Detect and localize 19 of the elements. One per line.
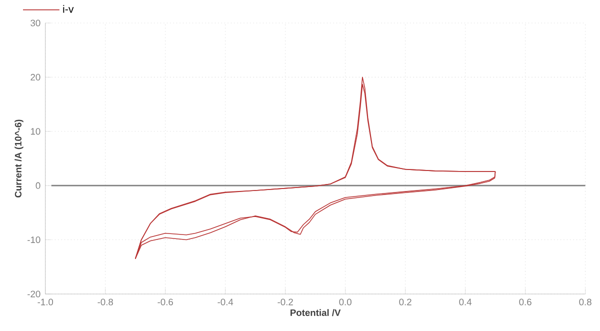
x-tick-label: -0.6 bbox=[158, 298, 173, 306]
y-tick-label: 30 bbox=[30, 20, 40, 26]
x-axis-title: Potential /V bbox=[290, 309, 341, 316]
x-tick-label: -0.4 bbox=[218, 298, 234, 306]
x-tick-label: -1.0 bbox=[38, 298, 54, 306]
y-tick-label: -10 bbox=[28, 236, 40, 244]
x-tick-label: 0.4 bbox=[459, 298, 472, 306]
y-tick-label: 20 bbox=[30, 74, 40, 80]
y-tick-label: 0 bbox=[36, 182, 40, 189]
x-tick-label: 0.0 bbox=[339, 298, 352, 306]
y-axis-title: Current /A (10^-6) bbox=[14, 120, 24, 198]
x-tick-label: 0.8 bbox=[579, 298, 592, 306]
x-tick-label: 0.2 bbox=[399, 298, 412, 306]
y-tick-label: -20 bbox=[28, 290, 40, 298]
legend-label: i-v bbox=[63, 4, 74, 13]
x-tick-label: 0.6 bbox=[519, 298, 532, 306]
x-tick-label: -0.2 bbox=[278, 298, 293, 306]
y-tick-label: 10 bbox=[30, 128, 40, 135]
x-tick-label: -0.8 bbox=[98, 298, 113, 306]
